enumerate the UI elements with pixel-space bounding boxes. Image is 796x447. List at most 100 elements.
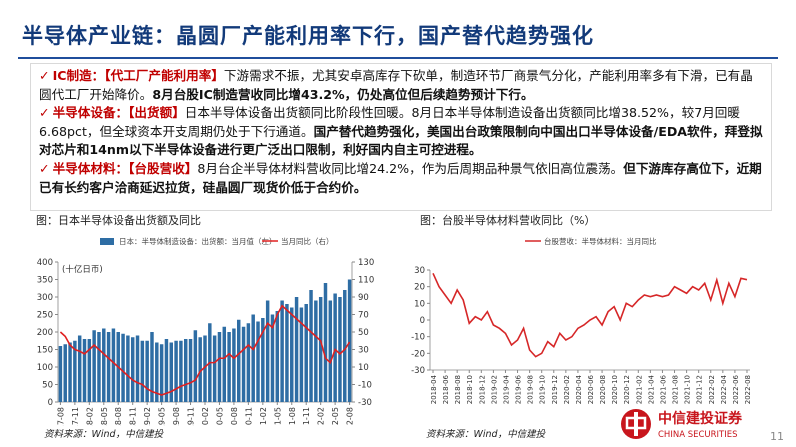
bar [159,344,164,402]
bar [232,328,236,402]
bar [338,297,342,402]
x-tick-label: 21-11 [302,407,311,426]
x-tick-label: 2019-04 [502,374,510,404]
bar [150,332,154,402]
x-tick-label: 2021-08 [672,375,680,404]
logo-icon [634,412,638,436]
bullet-text: 下游需求不振，尤其安卓高库存下砍单，制造环节厂商景气分化，产能利用率多有下滑，已… [39,68,753,102]
bar [92,330,96,402]
bar [270,314,275,402]
source-note: 资料来源：Wind，中信建投 [44,429,164,440]
y2-tick-label: 30 [358,346,369,356]
x-tick-label: 2019-06 [515,374,523,404]
y-tick-label: 150 [37,346,53,356]
y2-tick-label: 10 [358,363,369,373]
y-tick-label: 30 [414,266,425,276]
slide-title: 半导体产业链：晶圆厂产能利用率下行，国产替代趋势强化 [22,24,594,48]
x-tick-label: 2022-08 [744,375,752,404]
bullet-box: ✓ IC制造：【代工厂产能利用率】下游需求不振，尤其安卓高库存下砍单，制造环节厂商… [30,63,772,211]
bullet: ✓ 半导体设备：【出货额】日本半导体设备出货额同比阶段性回暖。8月日本半导体制造设… [39,104,763,160]
chart-caption: 图：台股半导体材料营收同比（%） [420,214,596,227]
x-tick-label: 17-08 [56,407,65,426]
bar [106,332,111,402]
bullet-label: 半导体设备： [52,105,129,121]
bar [155,342,159,402]
x-tick-label: 2021-06 [659,374,667,404]
bar [280,300,284,402]
title-rule [18,57,778,59]
bar [227,332,231,402]
x-tick-label: 18-05 [100,407,109,426]
y-tick-label: 50 [42,381,53,391]
y-tick-label: 0 [48,398,53,408]
bar [333,293,337,402]
y-tick-label: -30 [411,366,425,376]
bullet-text: 日本半导体设备出货额同比阶段性回暖。8月日本半导体制造设备出货额同比增38.52… [39,105,740,139]
y2-tick-label: 90 [358,293,369,303]
logo: 中信建投证券 CHINA SECURITIES [621,409,743,440]
bar [299,307,304,402]
legend-label: 台股营收：半导体材料：当月同比 [544,236,657,246]
x-tick-label: 18-02 [85,407,94,426]
y-tick-label: 20 [414,283,425,293]
bar [343,290,347,402]
x-tick-label: 2021-02 [635,375,643,404]
legend-swatch [100,238,114,245]
y2-tick-label: 130 [358,258,374,268]
y-tick-label: 0 [420,316,425,326]
y2-tick-label: 70 [358,311,369,321]
bar [126,335,130,402]
y-tick-label: 400 [37,258,53,268]
x-tick-label: 20-11 [244,407,253,426]
bar [237,319,241,402]
bullet-label: 半导体材料： [52,160,129,176]
bar [193,330,198,402]
x-tick-label: 2022-02 [708,375,716,404]
bar [285,304,289,402]
x-tick-label: 2021-04 [647,374,655,404]
x-tick-label: 2020-10 [611,375,619,404]
x-tick-label: 2019-02 [490,375,498,404]
x-tick-label: 2018-12 [478,375,486,404]
y2-tick-label: 50 [358,328,369,338]
x-tick-label: 20-05 [215,407,224,426]
source-note: 资料来源：Wind，中信建投 [426,429,546,440]
bar [102,328,106,402]
bar [256,321,260,402]
chart-caption: 图：日本半导体设备出货额及同比 [36,214,201,227]
bullet-text: 8月台企半导体材料营收同比增24.2%，作为后周期品种景气依旧高位震荡。 [197,160,624,176]
x-tick-label: 2020-02 [563,375,571,404]
y-tick-label: 100 [37,363,53,373]
bar [212,335,217,402]
bullet-marker: ✓ [39,160,50,176]
page-number: 11 [770,430,784,443]
bar [222,326,227,402]
bar [174,340,178,402]
bullet-label: IC制造： [52,68,105,83]
x-tick-label: 2019-10 [539,375,547,404]
bar [97,332,101,402]
legend-label: 日本：半导体制造设备：出货额：当月值（左） [119,236,277,246]
x-tick-label: 2020-06 [587,374,595,404]
x-tick-label: 21-05 [273,407,282,426]
bullet-bold: 但下游库存高位下，近期已有长约客户洽商延迟拉货，硅晶圆厂现货价低于合约价。 [39,160,762,195]
line-series [432,273,748,358]
chart: -30 -20 -10 0 10 20 30 2018-04 2018-06 2018-08 201… [411,236,752,404]
x-tick-label: 2018-06 [442,374,450,404]
x-tick-label: 21-02 [259,407,268,426]
logo-english: CHINA SECURITIES [658,430,738,440]
x-tick-label: 2021-12 [696,375,704,404]
bar [323,283,328,402]
bar [145,340,149,402]
bar [328,300,333,402]
bar [275,311,280,402]
x-tick-label: 19-11 [187,407,196,426]
x-tick-label: 2022-06 [732,374,740,404]
y2-tick-label: 110 [358,276,374,286]
x-tick-label: 19-05 [158,407,167,426]
bar [121,333,125,402]
bar [261,318,265,402]
y2-tick-label: -30 [358,398,372,408]
bullet-tag: 【出货额】 [128,105,185,121]
